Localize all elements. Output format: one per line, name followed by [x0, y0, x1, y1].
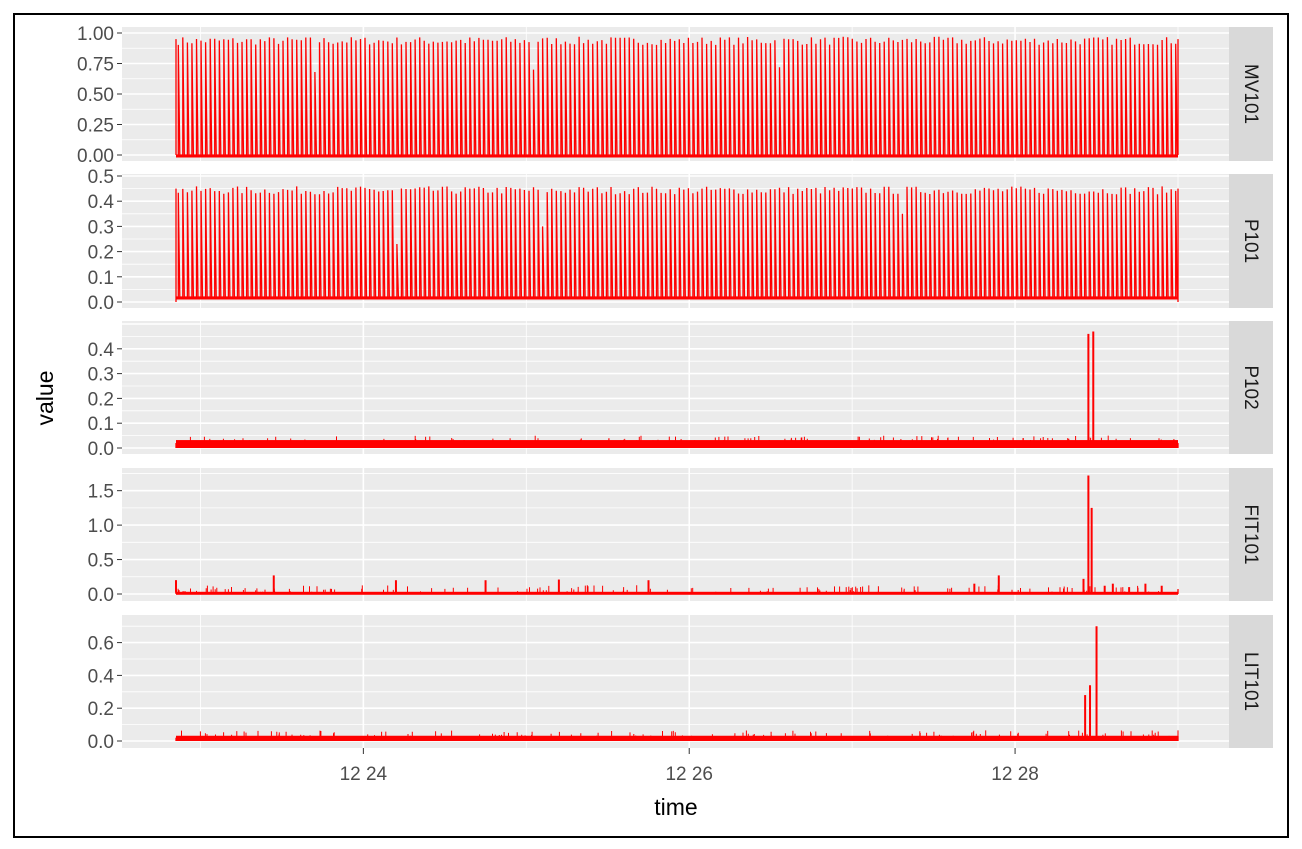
- panel-background: [122, 468, 1229, 601]
- x-axis-title: time: [654, 794, 697, 820]
- strip-background: [1229, 615, 1273, 748]
- panels-layer: 1.00 0.75 0.50 0.25 0.00 MV101 0.5 0.4 0.3 0.2 0.1…: [77, 24, 1273, 753]
- y-tick-label: 1.5: [88, 482, 114, 503]
- facet-strip-p101: P101: [1229, 174, 1273, 308]
- y-tick-label: 1.00: [77, 24, 114, 45]
- x-tick-label: 12 28: [991, 764, 1039, 785]
- strip-label: FIT101: [1240, 504, 1261, 564]
- series-baseline: [176, 591, 1178, 595]
- facet-strip-p102: P102: [1229, 321, 1273, 454]
- y-tick-label: 0.3: [88, 365, 114, 386]
- y-tick-label: 0.1: [88, 268, 114, 289]
- panel-background: [122, 615, 1229, 748]
- y-tick-label: 0.2: [88, 699, 114, 720]
- x-tick-label: 12 24: [340, 764, 388, 785]
- strip-background: [1229, 321, 1273, 454]
- y-tick-label: 0.0: [88, 293, 114, 314]
- strip-label: LIT101: [1240, 652, 1261, 711]
- panel-p101: 0.5 0.4 0.3 0.2 0.1 0.0 P101: [88, 167, 1273, 314]
- y-tick-label: 0.4: [88, 340, 115, 361]
- y-tick-label: 0.3: [88, 217, 114, 238]
- strip-background: [1229, 468, 1273, 601]
- y-tick-label: 0.1: [88, 414, 114, 435]
- y-tick-label: 0.6: [88, 634, 114, 655]
- y-tick-label: 0.00: [77, 146, 114, 167]
- panel-p102: 0.4 0.3 0.2 0.1 0.0 P102: [88, 321, 1273, 460]
- y-tick-label: 0.5: [88, 551, 114, 572]
- series-noise: [181, 730, 1179, 738]
- facet-strip-lit101: LIT101: [1229, 615, 1273, 748]
- strip-background: [1229, 174, 1273, 308]
- y-tick-label: 0.0: [88, 732, 114, 753]
- panel-mv101: 1.00 0.75 0.50 0.25 0.00 MV101: [77, 24, 1273, 167]
- series-baseline: [176, 735, 1178, 741]
- panel-background: [122, 321, 1229, 454]
- y-tick-label: 1.0: [88, 516, 114, 537]
- strip-label: MV101: [1240, 64, 1261, 124]
- strip-label: P101: [1240, 219, 1261, 263]
- y-tick-label: 0.50: [77, 85, 114, 106]
- y-tick-label: 0.25: [77, 116, 114, 137]
- facet-strip-fit101: FIT101: [1229, 468, 1273, 601]
- series-noise: [181, 435, 1175, 443]
- x-tick-label: 12 26: [665, 764, 713, 785]
- facet-strip-mv101: MV101: [1229, 27, 1273, 161]
- panel-lit101: 0.6 0.4 0.2 0.0 LIT101: [88, 615, 1273, 753]
- y-tick-label: 0.0: [88, 439, 114, 460]
- y-tick-label: 0.0: [88, 585, 114, 606]
- y-axis-title: value: [32, 371, 58, 426]
- strip-background: [1229, 27, 1273, 161]
- panel-fit101: 1.5 1.0 0.5 0.0 FIT101: [88, 468, 1273, 606]
- y-tick-label: 0.5: [88, 167, 114, 188]
- y-tick-label: 0.2: [88, 243, 114, 264]
- x-axis: 12 24 12 26 12 28: [340, 748, 1039, 785]
- y-tick-label: 0.2: [88, 389, 114, 410]
- y-tick-label: 0.4: [88, 666, 115, 687]
- y-tick-label: 0.4: [88, 192, 115, 213]
- strip-label: P102: [1240, 365, 1261, 409]
- series-baseline: [176, 440, 1178, 448]
- y-tick-label: 0.75: [77, 55, 114, 76]
